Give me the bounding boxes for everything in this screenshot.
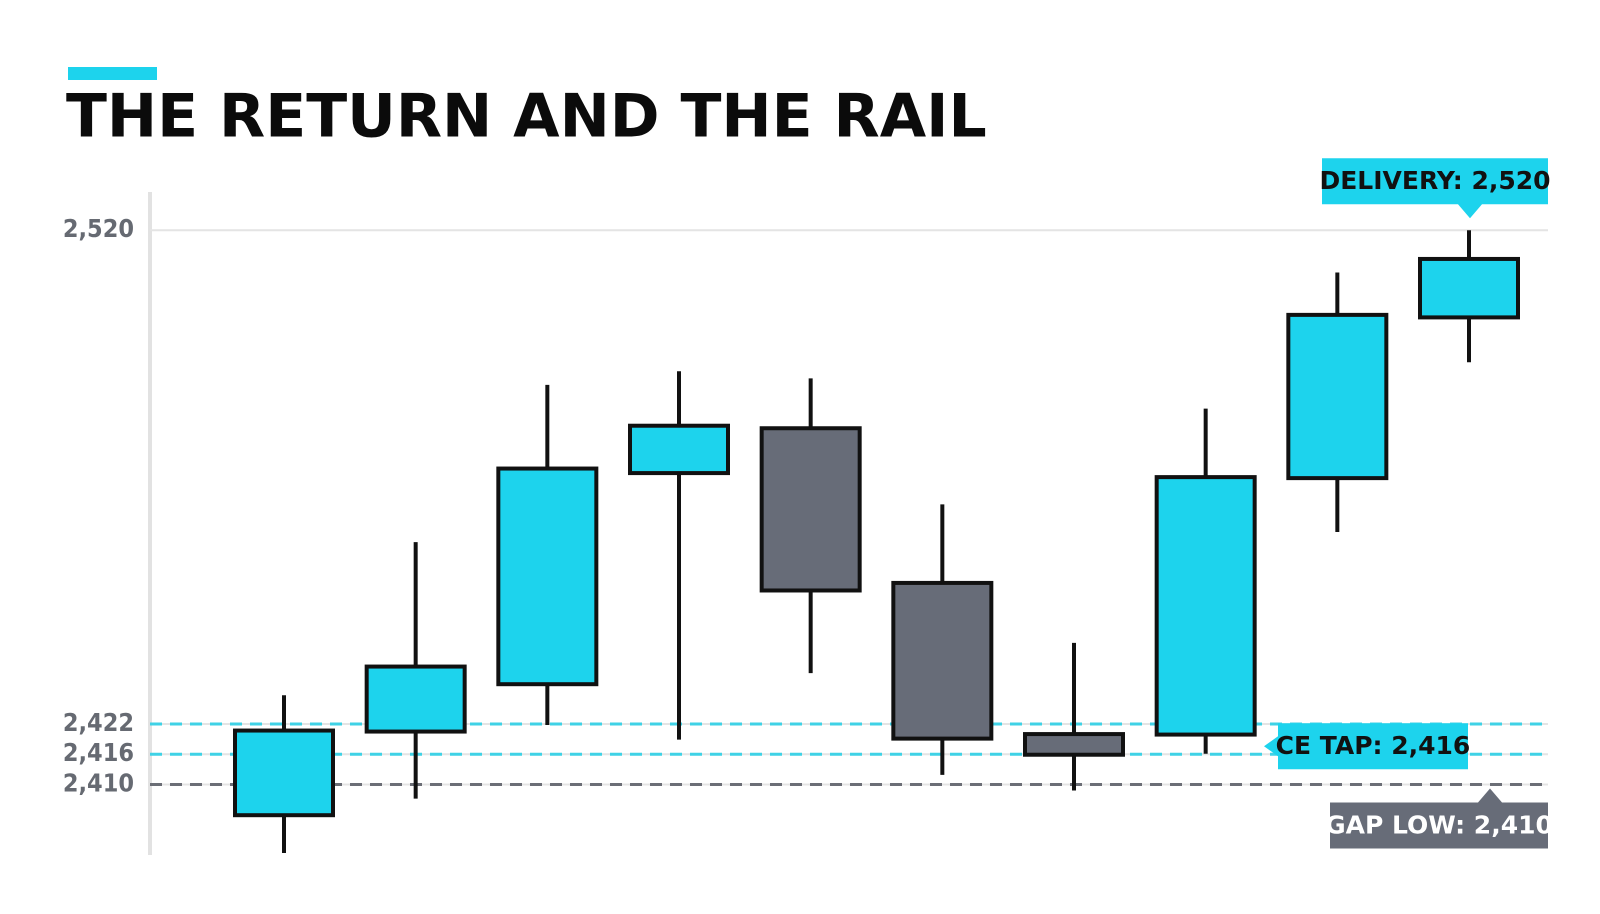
candle-body bbox=[1154, 475, 1257, 737]
callout-box bbox=[1322, 158, 1548, 219]
candle-body bbox=[233, 728, 335, 818]
candle-body bbox=[364, 664, 467, 734]
candle-body bbox=[759, 426, 862, 593]
callout-label: DELIVERY: 2,520 bbox=[1319, 166, 1550, 195]
y-tick-label: 2,410 bbox=[63, 768, 134, 797]
callout-label: GAP LOW: 2,410 bbox=[1325, 810, 1553, 839]
callout-box bbox=[1330, 788, 1548, 849]
callout-label: CE TAP: 2,416 bbox=[1276, 731, 1471, 760]
callout: CE TAP: 2,416 bbox=[1264, 723, 1471, 770]
y-tick-label: 2,422 bbox=[63, 708, 134, 737]
callout-box bbox=[1264, 723, 1468, 770]
callout: GAP LOW: 2,410 bbox=[1325, 788, 1553, 849]
callout: DELIVERY: 2,520 bbox=[1319, 158, 1551, 219]
chart-title: THE RETURN AND THE RAIL bbox=[66, 82, 987, 152]
candle-body bbox=[496, 466, 599, 687]
y-tick-label: 2,416 bbox=[63, 738, 134, 767]
candle-body bbox=[1023, 732, 1125, 757]
candle-body bbox=[1418, 256, 1520, 320]
candle-body bbox=[628, 423, 730, 476]
candle-body bbox=[1286, 312, 1389, 481]
y-tick-label: 2,520 bbox=[63, 214, 134, 243]
candle-body bbox=[891, 580, 994, 741]
title-accent bbox=[68, 67, 157, 80]
